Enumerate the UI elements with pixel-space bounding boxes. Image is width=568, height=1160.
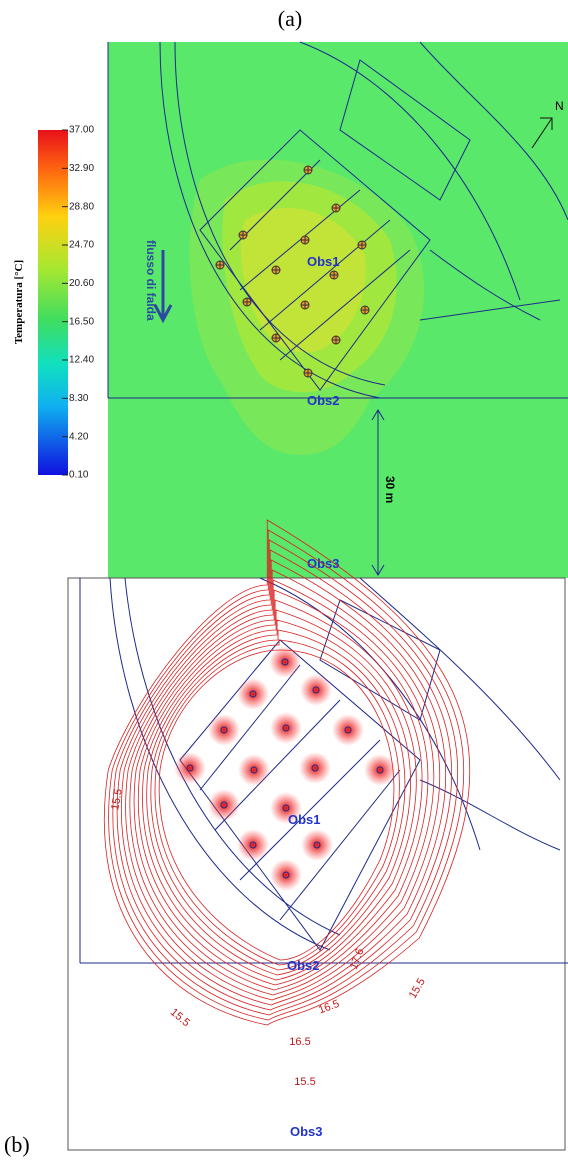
obs-label: Obs2 bbox=[287, 958, 320, 973]
north-label: N bbox=[555, 99, 564, 113]
heat-spot bbox=[237, 829, 269, 861]
colorbar-tick-label: 16.50 bbox=[69, 316, 94, 327]
heat-spot bbox=[269, 646, 301, 678]
contour-label: 16.5 bbox=[289, 1036, 310, 1048]
obs-label: Obs1 bbox=[307, 254, 340, 269]
distance-label: 30 m bbox=[383, 476, 397, 503]
heat-spot bbox=[300, 674, 332, 706]
obs-label: Obs1 bbox=[288, 812, 321, 827]
colorbar-tick-label: 20.60 bbox=[69, 278, 94, 289]
colorbar-tick-label: 4.20 bbox=[69, 431, 89, 442]
heat-spot bbox=[299, 752, 331, 784]
obs-label: Obs2 bbox=[307, 393, 340, 408]
temperature-map bbox=[108, 42, 568, 578]
colorbar-tick-label: 32.90 bbox=[69, 163, 94, 174]
contour-map bbox=[68, 520, 568, 1150]
colorbar-title: Temperatura [°C] bbox=[13, 260, 25, 344]
panel-label: (b) bbox=[4, 1132, 30, 1157]
flow-label: flusso di falda bbox=[144, 240, 158, 321]
heat-spot bbox=[208, 714, 240, 746]
colorbar-tick-label: 28.80 bbox=[69, 201, 94, 212]
heat-spot bbox=[270, 712, 302, 744]
contour-label: 15.5 bbox=[294, 1076, 315, 1088]
colorbar-tick-label: 0.10 bbox=[69, 470, 89, 481]
colorbar-tick-label: 12.40 bbox=[69, 355, 94, 366]
figure: (a) N flusso di falda 30 m Obs1 Obs2 Obs… bbox=[0, 0, 568, 1160]
heat-spot bbox=[364, 754, 396, 786]
heat-spot bbox=[301, 829, 333, 861]
colorbar-tick-label: 8.30 bbox=[69, 393, 89, 404]
panel-label: (a) bbox=[278, 6, 302, 31]
heat-spot bbox=[270, 859, 302, 891]
heat-spot bbox=[332, 714, 364, 746]
heat-spot bbox=[174, 752, 206, 784]
heat-spot bbox=[208, 789, 240, 821]
obs-label: Obs3 bbox=[290, 1124, 323, 1139]
colorbar-tick-label: 37.00 bbox=[69, 125, 94, 136]
colorbar bbox=[38, 130, 68, 475]
colorbar-tick-label: 24.70 bbox=[69, 240, 94, 251]
heat-spot bbox=[237, 678, 269, 710]
heat-spot bbox=[238, 754, 270, 786]
